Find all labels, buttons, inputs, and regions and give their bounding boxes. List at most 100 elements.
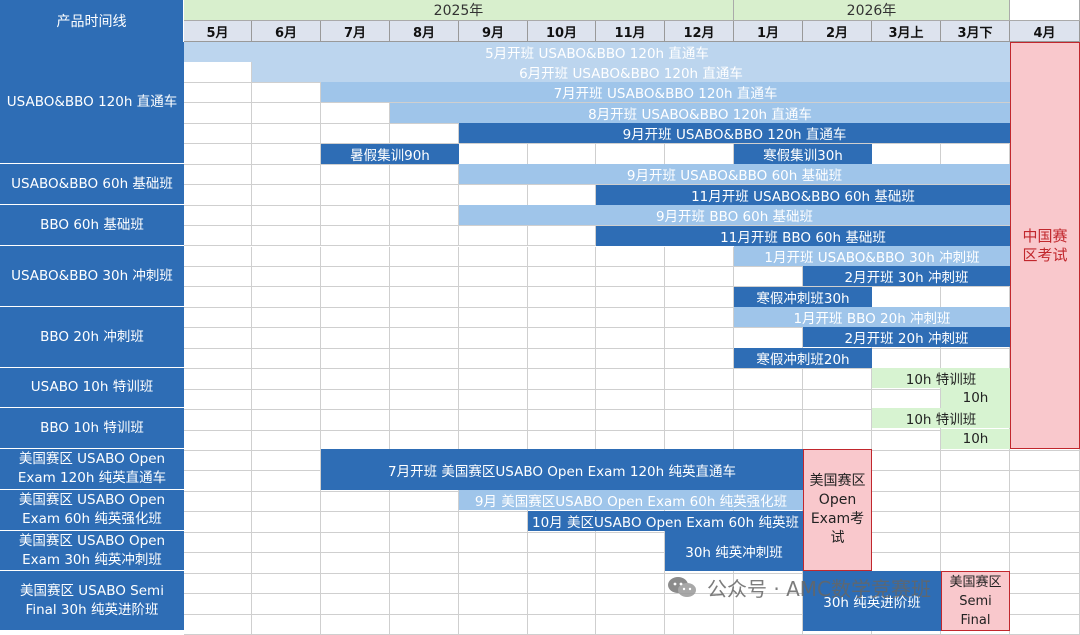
grid-cell	[941, 348, 1010, 370]
grid-cell	[1010, 573, 1080, 595]
grid-cell	[321, 246, 390, 267]
bar-120h-aug: 8月开班 USABO&BBO 120h 直通车	[390, 103, 1010, 123]
row-label-open120h: 美国赛区 USABO Open Exam 120h 纯英直通车	[0, 449, 184, 490]
watermark: 公众号 · AMC数学竞赛班	[667, 571, 931, 603]
grid-cell	[390, 246, 459, 267]
grid-cell	[734, 573, 803, 595]
grid-cell	[872, 491, 941, 513]
grid-cell	[321, 266, 390, 288]
grid-cell	[184, 164, 252, 186]
grid-cell	[528, 185, 596, 206]
month-mar-a: 3月上	[872, 21, 941, 42]
bar-120h-may: 5月开班 USABO&BBO 120h 直通车	[184, 42, 1010, 62]
row-label-30h: USABO&BBO 30h 冲刺班	[0, 246, 184, 307]
row-label-120h: USABO&BBO 120h 直通车	[0, 42, 184, 164]
bar-bbo10h-a: 10h 特训班	[872, 408, 1010, 428]
bar-open-30h: 30h 纯英冲刺班	[665, 531, 803, 571]
grid-cell	[596, 144, 665, 165]
grid-cell	[528, 430, 596, 451]
grid-cell	[1010, 614, 1080, 635]
grid-cell	[528, 246, 596, 267]
month-may: 5月	[184, 21, 252, 42]
grid-cell	[390, 553, 459, 574]
grid-cell	[459, 185, 528, 206]
month-sep: 9月	[459, 21, 528, 42]
grid-cell	[459, 573, 528, 595]
grid-cell	[252, 348, 321, 370]
grid-cell	[252, 451, 321, 472]
grid-cell	[872, 451, 941, 472]
grid-cell	[321, 594, 390, 615]
grid-cell	[872, 532, 941, 554]
grid-cell	[872, 389, 941, 411]
grid-cell	[390, 369, 459, 390]
grid-cell	[390, 287, 459, 308]
grid-cell	[803, 389, 872, 411]
bar-120h-sep: 9月开班 USABO&BBO 120h 直通车	[459, 123, 1010, 143]
grid-cell	[321, 532, 390, 554]
grid-cell	[734, 369, 803, 390]
grid-cell	[184, 328, 252, 349]
bar-usabo10h-b: 10h	[941, 388, 1010, 408]
grid-cell	[252, 226, 321, 247]
exam-us-semi: 美国赛区Semi Final	[941, 571, 1010, 631]
bar-30h-jan: 1月开班 USABO&BBO 30h 冲刺班	[734, 246, 1010, 266]
grid-cell	[184, 307, 252, 329]
grid-cell	[390, 328, 459, 349]
corner-header: 产品时间线	[0, 0, 184, 42]
grid-cell	[872, 430, 941, 451]
grid-cell	[390, 226, 459, 247]
grid-cell	[459, 410, 528, 431]
grid-cell	[252, 246, 321, 267]
row-label-open60h: 美国赛区 USABO Open Exam 60h 纯英强化班	[0, 490, 184, 531]
grid-cell	[872, 471, 941, 492]
grid-cell	[596, 266, 665, 288]
grid-cell	[252, 410, 321, 431]
grid-cell	[872, 287, 941, 308]
grid-cell	[459, 614, 528, 635]
grid-cell	[252, 103, 321, 124]
grid-cell	[390, 123, 459, 145]
grid-cell	[252, 144, 321, 165]
grid-cell	[596, 430, 665, 451]
grid-cell	[252, 532, 321, 554]
grid-cell	[390, 430, 459, 451]
grid-cell	[596, 553, 665, 574]
grid-cell	[665, 594, 734, 615]
month-feb: 2月	[803, 21, 872, 42]
month-jul: 7月	[321, 21, 390, 42]
grid-cell	[941, 451, 1010, 472]
grid-cell	[1010, 553, 1080, 574]
grid-cell	[459, 348, 528, 370]
grid-cell	[596, 532, 665, 554]
bar-bbo60h-nov: 11月开班 BBO 60h 基础班	[596, 226, 1010, 246]
bar-winter-sprint-20h: 寒假冲刺班20h	[734, 348, 872, 368]
grid-cell	[459, 430, 528, 451]
grid-cell	[390, 491, 459, 513]
grid-cell	[390, 205, 459, 227]
grid-cell	[459, 532, 528, 554]
grid-cell	[321, 573, 390, 595]
grid-cell	[665, 410, 734, 431]
grid-cell	[1010, 532, 1080, 554]
grid-cell	[459, 369, 528, 390]
row-label-bbo10h: BBO 10h 特训班	[0, 408, 184, 449]
grid-cell	[252, 594, 321, 615]
grid-cell	[321, 389, 390, 411]
grid-cell	[252, 491, 321, 513]
grid-cell	[734, 430, 803, 451]
grid-cell	[528, 410, 596, 431]
grid-cell	[1010, 512, 1080, 533]
grid-cell	[184, 573, 252, 595]
grid-cell	[184, 532, 252, 554]
grid-cell	[184, 471, 252, 492]
grid-cell	[734, 614, 803, 635]
grid-cell	[528, 594, 596, 615]
grid-cell	[872, 512, 941, 533]
grid-cell	[596, 369, 665, 390]
grid-cell	[1010, 594, 1080, 615]
grid-cell	[390, 389, 459, 411]
grid-cell	[184, 389, 252, 411]
month-dec: 12月	[665, 21, 734, 42]
grid-cell	[252, 185, 321, 206]
